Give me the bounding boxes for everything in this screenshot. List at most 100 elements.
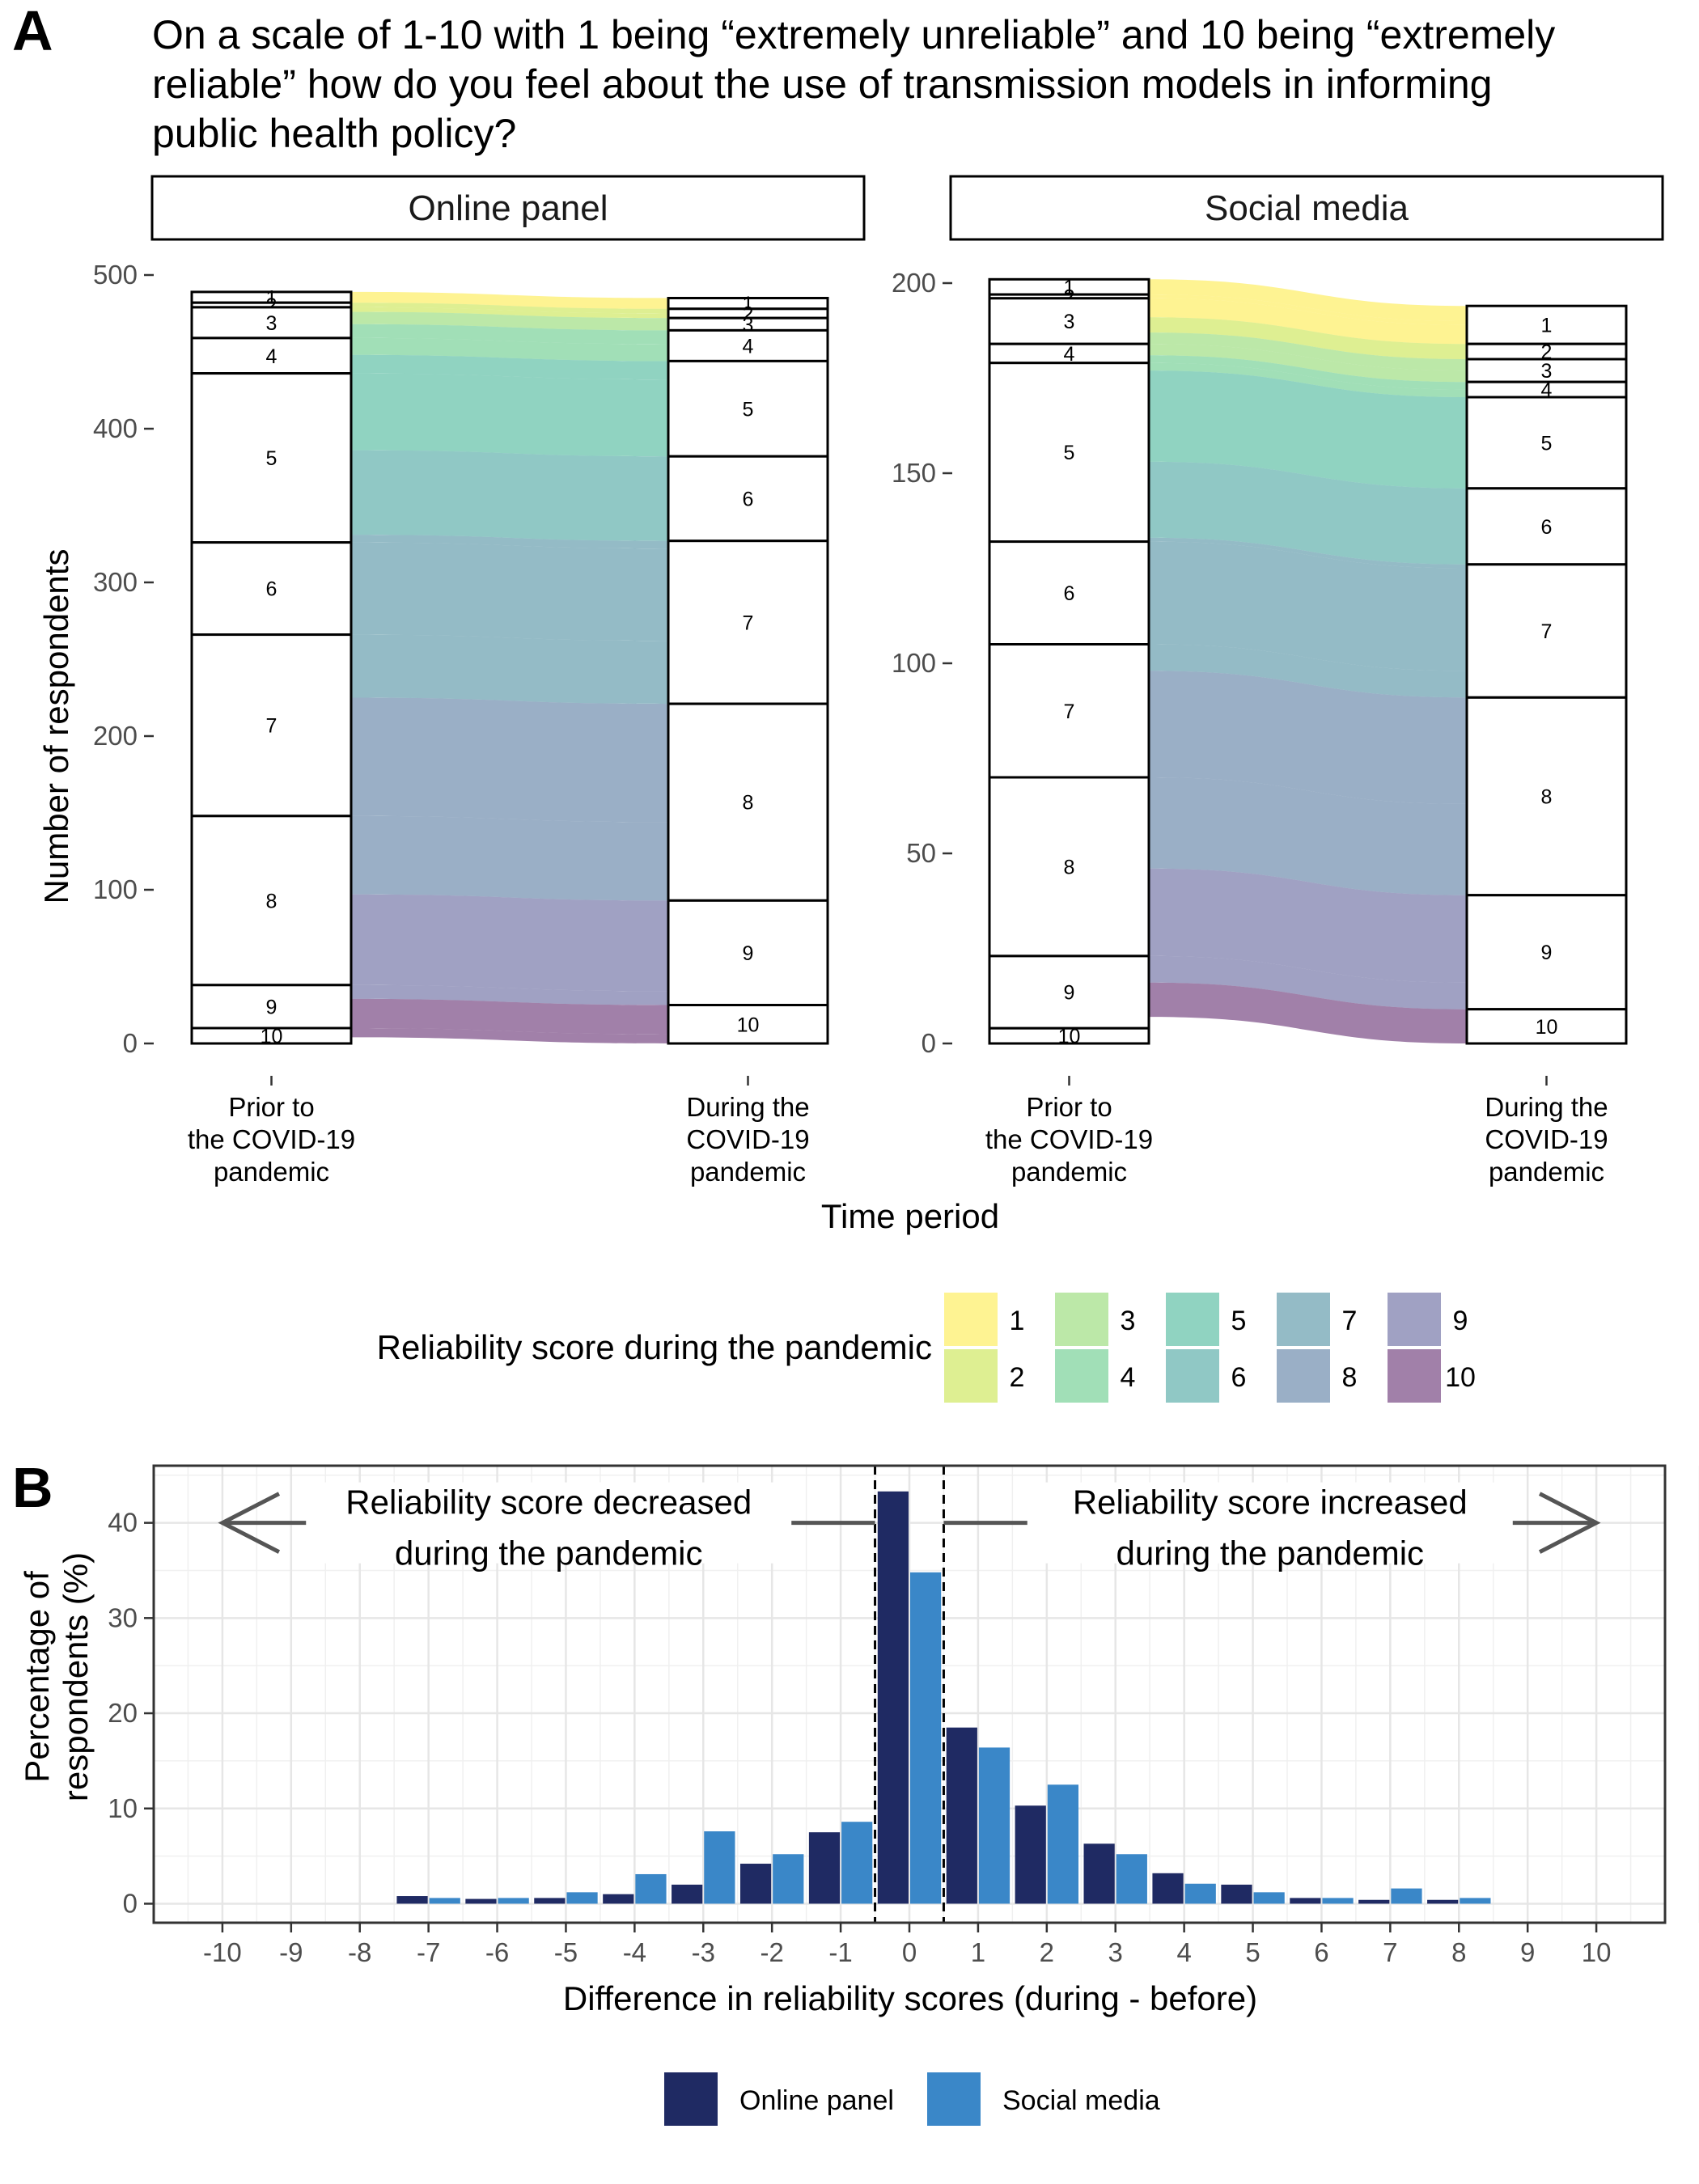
y-tick-label: 200: [93, 721, 138, 751]
bar-social-media: [1322, 1898, 1354, 1904]
during-stratum-label: 7: [743, 612, 754, 634]
alluvial-online-panel: Online panel1234567891012345678910010020…: [93, 175, 866, 1187]
x-tick-label: -6: [485, 1937, 509, 1967]
alluvium-flow: [1149, 355, 1467, 390]
annotation-line1: Reliability score increased: [1073, 1484, 1468, 1522]
legend-swatch: [1166, 1293, 1219, 1346]
y-tick-label: 100: [93, 874, 138, 904]
bar-online-panel: [603, 1894, 634, 1904]
prior-stratum: [988, 297, 1150, 345]
annotation-bg: [1027, 1482, 1513, 1564]
alluvium-flow: [351, 307, 668, 319]
x-tick-label: -9: [279, 1937, 303, 1967]
x-tick-label: -10: [203, 1937, 242, 1967]
prior-stratum-label: 7: [1064, 700, 1075, 723]
during-stratum-label: 10: [737, 1014, 760, 1036]
during-stratum-label: 9: [1541, 942, 1553, 964]
during-stratum: [1465, 563, 1628, 699]
title-line-2: reliable” how do you feel about the use …: [152, 61, 1492, 107]
x-tick-label: -3: [692, 1937, 715, 1967]
y-tick-label: 10: [108, 1793, 138, 1823]
bar-online-panel: [946, 1727, 977, 1904]
x-category-label: the COVID-19: [985, 1124, 1153, 1154]
y-axis-title-b-line1: Percentage of: [18, 1571, 56, 1783]
y-tick-label: 0: [922, 1028, 936, 1058]
bar-social-media: [841, 1822, 873, 1904]
bar-social-media: [704, 1831, 735, 1904]
alluvium-flow: [1149, 461, 1467, 565]
y-tick-label: 50: [906, 838, 936, 868]
alluvium-flow: [351, 894, 668, 992]
bar-online-panel: [1152, 1873, 1184, 1904]
legend-label: 8: [1342, 1362, 1358, 1393]
x-tick-label: 9: [1520, 1937, 1535, 1967]
bar-social-media: [1116, 1854, 1147, 1904]
during-stratum: [1465, 1008, 1628, 1045]
alluvium-flow: [351, 815, 668, 901]
x-category-label: COVID-19: [686, 1124, 809, 1154]
facet-label: Online panel: [408, 188, 608, 228]
prior-stratum: [190, 541, 353, 637]
prior-stratum-label: 8: [266, 890, 278, 912]
prior-stratum: [190, 1026, 353, 1045]
bar-online-panel: [877, 1491, 909, 1904]
alluvium-flow: [1149, 344, 1467, 383]
during-stratum-label: 1: [1541, 315, 1553, 337]
legend-label: 1: [1010, 1306, 1025, 1336]
alluvium-flow: [351, 542, 668, 641]
prior-stratum-label: 7: [266, 715, 278, 738]
alluvium-flow: [351, 291, 668, 309]
alluvium-flow: [1149, 537, 1467, 569]
prior-stratum-label: 10: [1058, 1026, 1081, 1048]
x-category-label: Prior to: [1026, 1092, 1112, 1122]
panel-a-label: A: [12, 0, 53, 62]
alluvium-flow: [1149, 541, 1467, 671]
prior-stratum-label: 10: [261, 1026, 283, 1048]
alluvium-flow: [1149, 362, 1467, 397]
x-tick-label: 10: [1582, 1937, 1612, 1967]
y-tick-label: 150: [892, 458, 936, 488]
legend-label: Social media: [1002, 2085, 1160, 2116]
during-stratum: [667, 702, 829, 902]
during-stratum: [1465, 894, 1628, 1011]
bar-chart-difference: -10 -9 -8 -7 -6 -5 -4 -3 -2 -1 0 1 2 3 4 5 6 7 8 9 100102030…: [108, 1464, 1699, 1967]
alluvium-flow: [1149, 671, 1467, 804]
during-stratum-label: 7: [1541, 620, 1553, 643]
during-stratum-label: 3: [1541, 360, 1553, 383]
prior-stratum-label: 4: [1064, 343, 1075, 366]
title-line-3: public health policy?: [152, 111, 516, 156]
alluvium-flow: [351, 311, 668, 331]
y-axis-title-a: Number of respondents: [37, 549, 75, 904]
during-stratum-label: 6: [743, 488, 754, 510]
bar-social-media: [978, 1747, 1011, 1904]
bar-online-panel: [396, 1896, 428, 1904]
during-stratum-label: 4: [743, 335, 754, 358]
y-tick-label: 500: [93, 260, 138, 290]
during-stratum-label: 9: [743, 942, 754, 965]
prior-stratum: [988, 776, 1150, 958]
legend-reliability: Reliability score during the pandemic 1 2 3…: [377, 1293, 1476, 1403]
x-tick-label: 1: [971, 1937, 985, 1967]
prior-stratum: [190, 336, 353, 375]
bar-online-panel: [465, 1898, 497, 1904]
prior-stratum: [988, 954, 1150, 1030]
prior-stratum-label: 9: [1064, 982, 1075, 1005]
alluvium-flow: [1149, 298, 1467, 345]
prior-stratum: [988, 1026, 1150, 1045]
alluvium-flow: [351, 535, 668, 549]
annotation-line2: during the pandemic: [395, 1534, 703, 1572]
legend-label: Online panel: [739, 2085, 894, 2116]
bar-online-panel: [1221, 1884, 1252, 1904]
title-line-1: On a scale of 1-10 with 1 being “extreme…: [152, 12, 1555, 57]
during-stratum: [667, 328, 829, 362]
legend-swatch: [1055, 1349, 1108, 1403]
x-tick-label: 5: [1245, 1937, 1260, 1967]
legend-label: 3: [1121, 1306, 1136, 1336]
bar-online-panel: [1358, 1899, 1390, 1904]
alluvium-flow: [351, 1028, 668, 1043]
panel-border: [152, 1464, 1667, 1924]
alluvium-flow: [351, 373, 668, 457]
x-category-label: Prior to: [228, 1092, 314, 1122]
y-tick-label: 300: [93, 567, 138, 597]
